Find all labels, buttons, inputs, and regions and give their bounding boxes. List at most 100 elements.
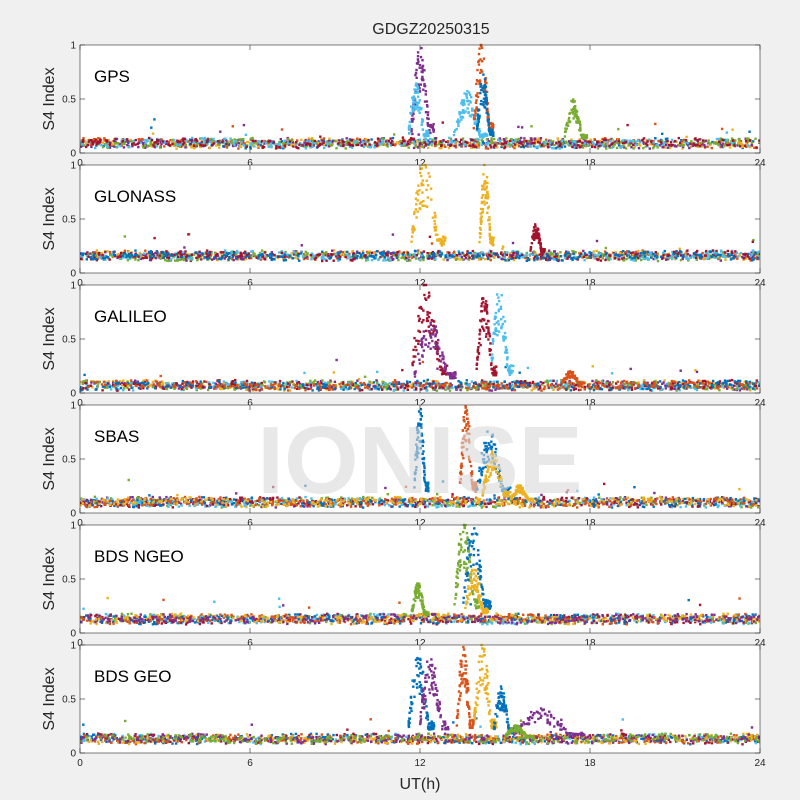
data-point: [82, 139, 85, 142]
data-point: [717, 142, 720, 145]
data-point: [184, 146, 187, 149]
data-point: [97, 252, 100, 255]
data-point: [572, 112, 575, 115]
data-point: [418, 106, 421, 109]
data-point: [622, 255, 626, 258]
data-point: [251, 249, 254, 253]
data-point: [282, 143, 285, 147]
data-point: [653, 254, 656, 258]
data-point: [634, 254, 637, 257]
data-point: [489, 241, 492, 244]
data-point: [364, 254, 367, 257]
data-point: [594, 381, 598, 384]
data-point: [511, 256, 514, 260]
data-point: [465, 94, 468, 97]
data-point: [710, 255, 713, 259]
data-point: [512, 258, 516, 262]
data-point: [661, 256, 665, 259]
data-point: [296, 257, 300, 260]
data-point: [154, 251, 157, 255]
data-point: [229, 137, 232, 140]
data-point: [161, 256, 164, 259]
data-point: [698, 254, 701, 257]
data-point: [340, 143, 343, 146]
data-point: [189, 257, 192, 260]
data-point: [209, 137, 212, 141]
data-point: [592, 250, 595, 253]
data-point: [324, 143, 328, 147]
data-point: [96, 140, 99, 143]
data-point: [581, 146, 585, 149]
data-point: [715, 252, 719, 255]
data-point: [81, 140, 84, 143]
data-point: [417, 101, 420, 104]
data-point: [740, 387, 744, 390]
data-point: [742, 253, 745, 256]
data-point: [189, 144, 193, 148]
data-point: [503, 256, 507, 259]
data-point: [416, 55, 420, 58]
data-point: [288, 140, 292, 143]
data-point: [255, 142, 259, 145]
data-point: [235, 141, 238, 144]
data-point: [259, 258, 263, 261]
data-point: [94, 254, 97, 257]
data-point: [185, 256, 188, 259]
data-point: [101, 254, 104, 257]
data-point: [495, 387, 498, 390]
data-point: [475, 79, 479, 82]
data-point: [454, 146, 458, 149]
data-point: [580, 136, 584, 139]
data-point: [472, 145, 475, 148]
data-point: [424, 144, 427, 148]
data-point: [484, 133, 487, 136]
data-point: [205, 252, 208, 255]
data-point: [474, 114, 478, 118]
data-point: [116, 253, 119, 256]
data-point: [677, 136, 680, 140]
data-point: [224, 139, 228, 142]
data-point: [328, 137, 331, 140]
data-point: [131, 145, 134, 148]
y-axis-label: S4 Index: [41, 187, 58, 250]
data-point: [540, 250, 543, 253]
data-point: [420, 174, 423, 178]
data-point: [159, 381, 162, 384]
data-point: [410, 112, 413, 116]
data-point: [546, 143, 550, 146]
data-point: [734, 139, 737, 142]
data-point: [493, 145, 496, 148]
data-point: [418, 111, 421, 114]
data-point: [411, 108, 414, 111]
data-point: [636, 256, 640, 260]
data-point: [601, 144, 605, 147]
data-point: [426, 252, 429, 255]
data-point: [164, 258, 167, 262]
data-point: [687, 259, 690, 262]
data-point: [480, 219, 483, 222]
x-tick-label: 6: [247, 278, 253, 289]
data-point: [360, 256, 364, 260]
data-point: [496, 146, 499, 149]
data-point: [706, 141, 710, 144]
data-point: [356, 143, 360, 147]
data-point: [338, 255, 342, 259]
data-point: [167, 140, 171, 144]
data-point: [386, 256, 390, 260]
data-point: [547, 258, 550, 262]
data-point: [302, 253, 306, 256]
panel-label: GPS: [94, 67, 130, 86]
data-point: [144, 256, 148, 259]
data-point: [289, 141, 292, 145]
data-point: [601, 254, 604, 257]
data-point: [438, 147, 441, 150]
data-point: [320, 252, 323, 255]
data-point: [475, 99, 478, 102]
data-point: [459, 115, 462, 119]
data-point: [267, 254, 270, 257]
data-point: [752, 238, 755, 242]
data-point: [344, 147, 347, 150]
data-point: [179, 143, 182, 146]
data-point: [395, 141, 398, 144]
